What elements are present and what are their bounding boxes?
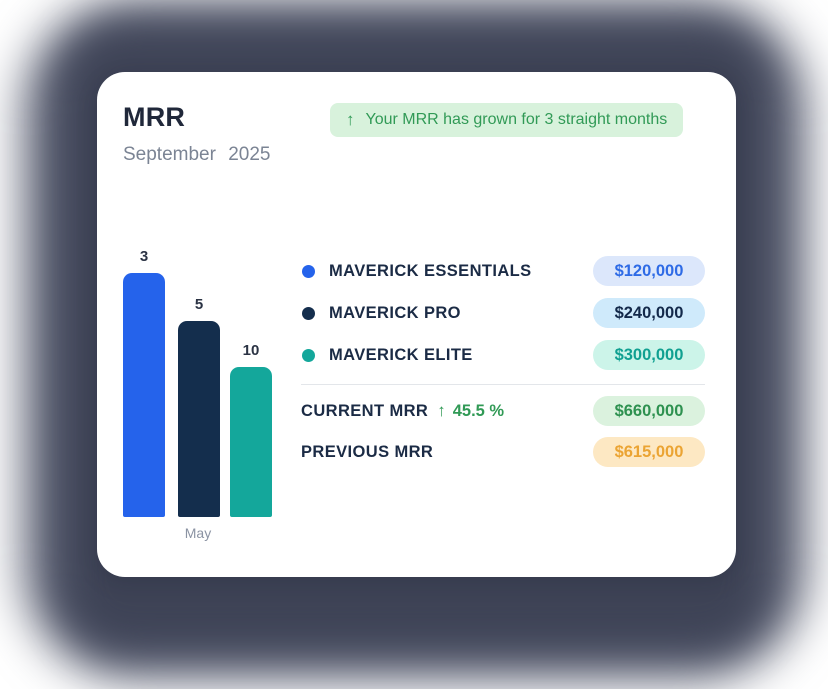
value-badge: $120,000 [593,256,705,286]
bar-elite [230,367,272,517]
value-badge: $300,000 [593,340,705,370]
legend-label: MAVERICK ELITE [329,345,473,364]
period-subtitle: September 2025 [123,144,271,165]
bar-value-label: 3 [139,248,149,265]
legend-item-essentials: MAVERICK ESSENTIALS $120,000 [301,256,705,286]
arrow-up-icon: ↑ [437,401,446,420]
bar-value-label: 5 [194,296,204,313]
bar-group-1: 5 [178,296,220,517]
legend-dot-icon [302,348,315,362]
legend-item-pro: MAVERICK PRO $240,000 [301,298,705,328]
value-badge: $660,000 [593,396,705,426]
summary-label: PREVIOUS MRR [301,442,434,461]
growth-banner-text: Your MRR has grown for 3 straight months [365,111,668,128]
bar-group-0: 3 [123,248,165,517]
summary-label: CURRENT MRR [301,401,429,420]
bar-pro [178,321,220,517]
bar-chart: 3 5 10 [123,233,273,517]
legend-label: MAVERICK ESSENTIALS [329,261,532,280]
arrow-up-icon: ↑ [346,110,355,129]
legend-label: MAVERICK PRO [329,303,461,322]
value-badge: $240,000 [593,298,705,328]
growth-banner: ↑ Your MRR has grown for 3 straight mont… [330,103,684,137]
legend-item-elite: MAVERICK ELITE $300,000 [301,340,705,370]
delta-percentage: 45.5 % [452,401,505,420]
legend-dot-icon [302,264,315,278]
bar-value-label: 10 [242,342,260,359]
x-axis-label: May [184,525,212,541]
divider [301,384,705,385]
current-mrr-row: CURRENT MRR ↑ 45.5 % $660,000 [301,396,705,426]
page-title: MRR [123,102,186,132]
previous-mrr-row: PREVIOUS MRR $615,000 [301,437,705,467]
legend-dot-icon [302,306,315,320]
value-badge: $615,000 [593,437,705,467]
bar-essentials [123,273,165,517]
bar-group-2: 10 [230,342,272,517]
mrr-card: MRR September 2025 ↑ Your MRR has grown … [97,72,736,577]
